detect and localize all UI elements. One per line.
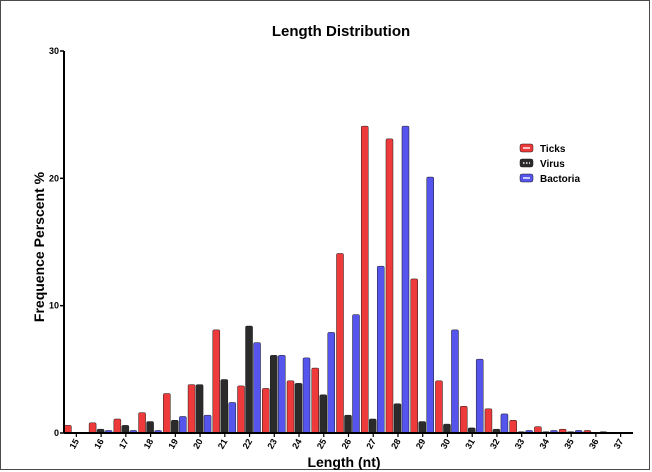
legend-label-virus: Virus <box>540 159 565 170</box>
x-tick-label-22: 22 <box>241 437 255 451</box>
bar-bactoria-27 <box>376 265 385 434</box>
bar-virus-23 <box>270 355 278 434</box>
bar-ticks-17 <box>113 418 122 434</box>
bar-virus-18 <box>146 421 154 434</box>
bar-ticks-32 <box>484 408 493 434</box>
bar-bactoria-25 <box>327 332 336 434</box>
x-tick-label-25: 25 <box>315 437 329 451</box>
bar-ticks-27 <box>360 125 369 434</box>
bar-virus-26 <box>344 414 352 434</box>
bar-bactoria-21 <box>228 402 237 434</box>
bar-ticks-30 <box>435 380 443 434</box>
x-tick-label-15: 15 <box>67 437 81 451</box>
x-tick-label-29: 29 <box>414 437 428 451</box>
x-tick-label-30: 30 <box>439 437 453 451</box>
bar-bactoria-31 <box>475 358 484 434</box>
bar-bactoria-23 <box>278 355 286 434</box>
bar-ticks-20 <box>187 384 196 434</box>
legend-label-bactoria: Bactoria <box>540 174 580 185</box>
bar-ticks-28 <box>385 138 394 434</box>
bar-ticks-25 <box>311 367 320 434</box>
bar-ticks-18 <box>138 412 146 434</box>
bars-layer <box>64 125 608 434</box>
legend-label-ticks: Ticks <box>540 144 566 155</box>
x-tick-label-17: 17 <box>117 437 131 451</box>
bar-virus-27 <box>368 418 377 434</box>
x-tick-label-16: 16 <box>92 437 106 451</box>
x-tick-label-33: 33 <box>513 437 527 451</box>
bar-virus-30 <box>443 423 451 434</box>
x-axis-label: Length (nt) <box>307 454 380 470</box>
x-tick-label-20: 20 <box>191 437 205 451</box>
x-tick-label-21: 21 <box>216 437 230 451</box>
bar-virus-19 <box>171 420 179 434</box>
y-axis-label: Frequence Perscent % <box>31 171 47 322</box>
x-tick-label-34: 34 <box>537 437 551 451</box>
x-tick-label-32: 32 <box>488 437 502 451</box>
x-tick-label-27: 27 <box>364 437 378 451</box>
bar-ticks-22 <box>237 385 245 434</box>
x-tick-label-36: 36 <box>587 437 601 451</box>
bar-virus-24 <box>294 383 303 434</box>
bar-bactoria-26 <box>352 314 360 434</box>
x-tick-label-28: 28 <box>389 437 403 451</box>
bar-bactoria-22 <box>253 342 261 434</box>
bar-ticks-29 <box>410 278 418 434</box>
x-tick-label-35: 35 <box>562 437 576 451</box>
x-tick-label-37: 37 <box>612 437 626 451</box>
y-tick-label-10: 10 <box>49 301 59 311</box>
bar-virus-21 <box>220 379 229 434</box>
bar-bactoria-30 <box>451 329 459 434</box>
axes-layer: 0 10 20 30 15 16 17 18 19 20 21 22 23 24 25 26 27 28 29 30 3… <box>49 46 633 451</box>
bar-ticks-16 <box>88 422 97 434</box>
bar-ticks-31 <box>459 406 468 434</box>
bar-bactoria-29 <box>426 176 434 434</box>
bar-ticks-26 <box>336 253 344 434</box>
x-tick-label-23: 23 <box>265 437 279 451</box>
bar-virus-20 <box>195 384 204 434</box>
bar-bactoria-24 <box>302 357 311 434</box>
bar-virus-28 <box>393 403 402 434</box>
bar-virus-29 <box>418 421 426 434</box>
bar-bactoria-32 <box>500 413 509 434</box>
x-tick-label-26: 26 <box>340 437 354 451</box>
x-tick-label-24: 24 <box>290 437 304 451</box>
legend: Ticks Virus Bactoria <box>519 143 580 185</box>
bar-ticks-24 <box>286 380 295 434</box>
bar-virus-17 <box>121 425 130 434</box>
bar-ticks-33 <box>509 420 517 434</box>
x-tick-label-19: 19 <box>166 437 180 451</box>
bar-bactoria-19 <box>179 416 187 434</box>
bar-ticks-21 <box>212 329 221 434</box>
bar-ticks-23 <box>262 388 270 434</box>
y-tick-label-20: 20 <box>49 173 59 183</box>
x-tick-label-31: 31 <box>463 437 477 451</box>
bar-ticks-15 <box>64 425 72 434</box>
x-tick-label-18: 18 <box>142 437 156 451</box>
bar-bactoria-28 <box>401 125 410 434</box>
bar-virus-25 <box>319 394 328 434</box>
y-tick-label-30: 30 <box>49 46 59 56</box>
bar-bactoria-20 <box>203 414 212 434</box>
y-tick-label-0: 0 <box>54 428 59 438</box>
chart-title: Length Distribution <box>272 23 410 40</box>
bar-ticks-19 <box>163 393 171 434</box>
bar-virus-22 <box>245 325 253 434</box>
